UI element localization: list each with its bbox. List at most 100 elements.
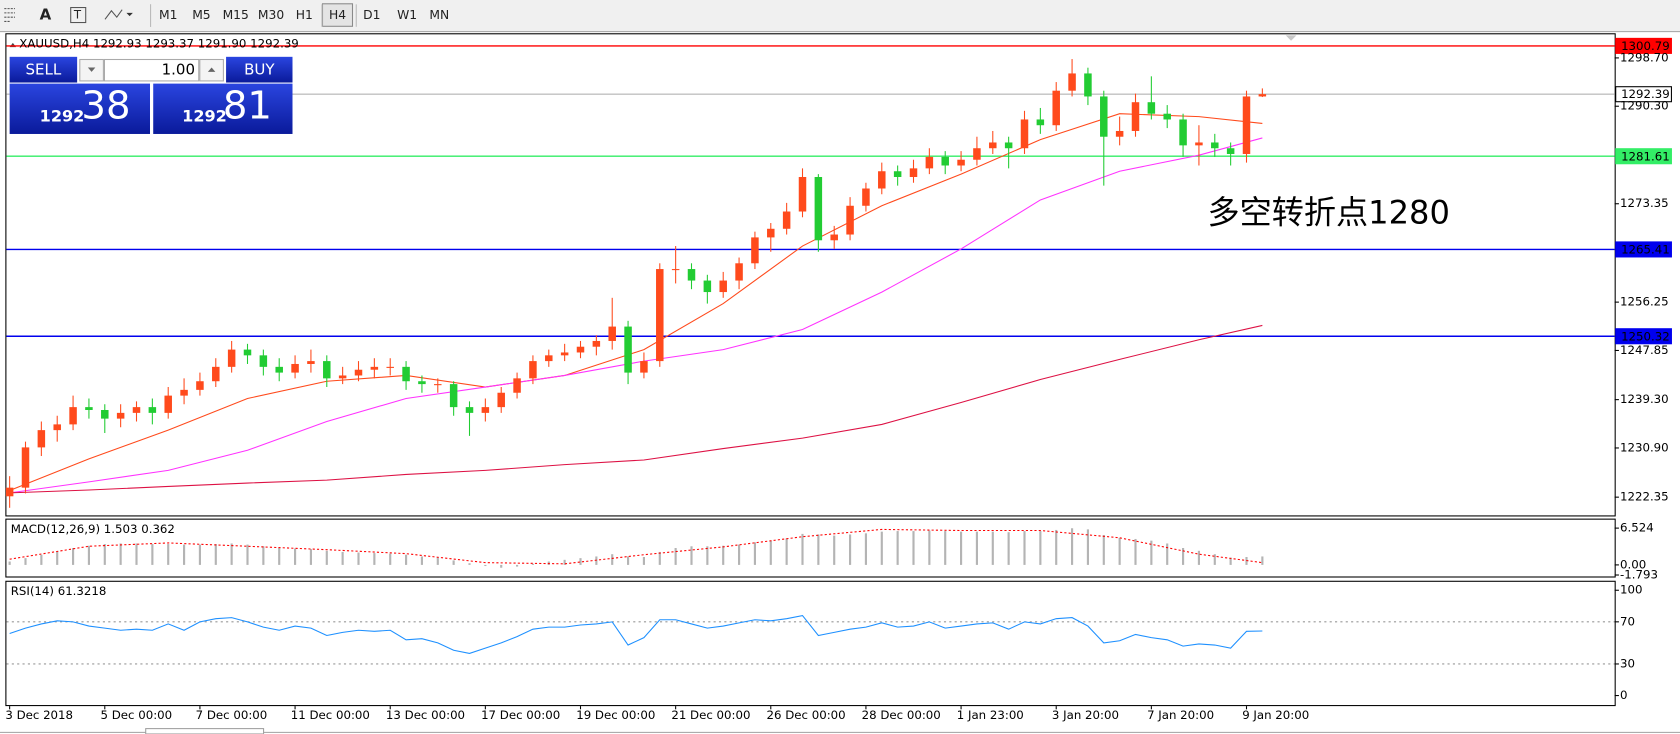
toolbar [0,0,1680,32]
y-tick-label: 1298.70 [1620,50,1669,64]
candle-body [545,355,553,362]
x-tick-label: 26 Dec 00:00 [767,708,846,722]
candle-body [307,361,315,364]
candle-body [1163,113,1171,120]
moving-average [9,113,1263,492]
candle-body [386,366,394,368]
shapes-tool[interactable] [104,9,123,20]
candle-body [1100,96,1108,137]
candle-body [671,269,680,271]
x-tick-label: 1 Jan 23:00 [957,708,1024,722]
buy-price-tail[interactable]: 81 [223,84,272,129]
sell-label[interactable]: SELL [26,61,62,79]
candle-body [1242,96,1251,154]
label-tool[interactable]: T [73,8,82,22]
timeframe-label[interactable]: MN [429,8,449,22]
candle-body [370,366,379,370]
candle-body [101,409,109,419]
candle-body [1211,142,1219,149]
x-tick-label: 3 Jan 20:00 [1052,708,1119,722]
timeframe-label[interactable]: H1 [296,8,313,22]
candle-body [323,361,331,379]
candle-body [1004,142,1013,149]
panel-title: RSI(14) 61.3218 [11,584,107,598]
rsi-panel-frame [5,580,1616,707]
candle-body [989,142,997,149]
candle-body [1195,142,1203,146]
buy-label[interactable]: BUY [244,61,275,79]
chart-tab[interactable] [145,728,265,734]
candle-body [85,407,93,410]
timeframe-label[interactable]: M15 [223,8,249,22]
candle-body [164,395,172,413]
candle-body [529,361,537,379]
timeframe-label[interactable]: M5 [192,8,210,22]
rsi-line [9,614,1263,654]
shift-marker [1285,35,1297,41]
candle-body [338,375,347,379]
candle-body [862,188,870,206]
price-level-label: 1292.39 [1621,87,1670,101]
candle-body [196,381,204,390]
candle-body [1226,148,1235,154]
candle-body [354,369,363,376]
cursor-tool[interactable] [4,8,15,23]
price-level-box [1615,86,1672,103]
candle-body [212,366,220,382]
candle-body [703,280,712,293]
up-arrow [207,67,216,72]
candle-body [148,407,157,413]
buy-price-box[interactable] [153,83,293,134]
candle-body [1020,119,1029,149]
dropdown-arrow[interactable] [126,12,133,17]
buy-button[interactable] [226,56,293,83]
sell-button[interactable] [9,56,78,83]
candle-body [53,424,61,431]
candle-body [1131,102,1140,131]
candle-body [1179,119,1187,146]
candle-body [449,384,458,408]
y-tick-label: 6.524 [1620,521,1654,535]
x-tick-label: 3 Dec 2018 [5,708,73,722]
candle-body [434,384,442,386]
candle-body [576,346,585,353]
panel-title: MACD(12,26,9) 1.503 0.362 [11,522,175,536]
candle-body [941,156,949,166]
volume-input[interactable] [103,58,200,82]
candle-body [1115,130,1124,137]
down-arrow [87,67,96,72]
candle-body [814,176,823,241]
volume[interactable]: 1.00 [162,61,195,79]
annotation: 多空转折点1280 [1208,193,1450,231]
candle-body [878,171,886,189]
x-tick-label: 9 Jan 20:00 [1242,708,1309,722]
timeframe-label[interactable]: W1 [397,8,417,22]
candle-body [624,326,632,373]
x-tick-label: 7 Jan 20:00 [1147,708,1214,722]
candle-body [608,326,616,341]
text-tool[interactable]: A [40,6,52,24]
y-tick-label: 1273.35 [1620,196,1669,210]
x-tick-label: 11 Dec 00:00 [291,708,370,722]
candle-body [465,407,474,413]
buy-price-head[interactable]: 1292 [182,106,227,125]
sell-price-box[interactable] [9,83,151,134]
candle-body [227,349,236,367]
sell-price-head[interactable]: 1292 [40,106,85,125]
timeframe-label[interactable]: D1 [363,8,380,22]
candle-body [1084,73,1092,97]
panel-title: XAUUSD,H4 1292.93 1293.37 1291.90 1292.3… [19,36,299,50]
x-tick-label: 19 Dec 00:00 [576,708,655,722]
y-tick-label: 70 [1620,614,1635,628]
y-tick-label: -1.793 [1620,568,1658,582]
trade-panel: SELL 1.00 BUY 1292 38 1292 81 [9,56,293,134]
x-tick-label: 13 Dec 00:00 [386,708,465,722]
price-level-label: 1250.32 [1621,329,1670,343]
candle-body [275,366,283,373]
timeframe-label[interactable]: M1 [159,8,177,22]
sell-price-tail[interactable]: 38 [81,84,130,129]
candle-body [782,211,791,229]
text-tool-frame[interactable] [70,7,87,24]
timeframe-label[interactable]: M30 [258,8,284,22]
timeframe-label[interactable]: H4 [329,8,346,22]
